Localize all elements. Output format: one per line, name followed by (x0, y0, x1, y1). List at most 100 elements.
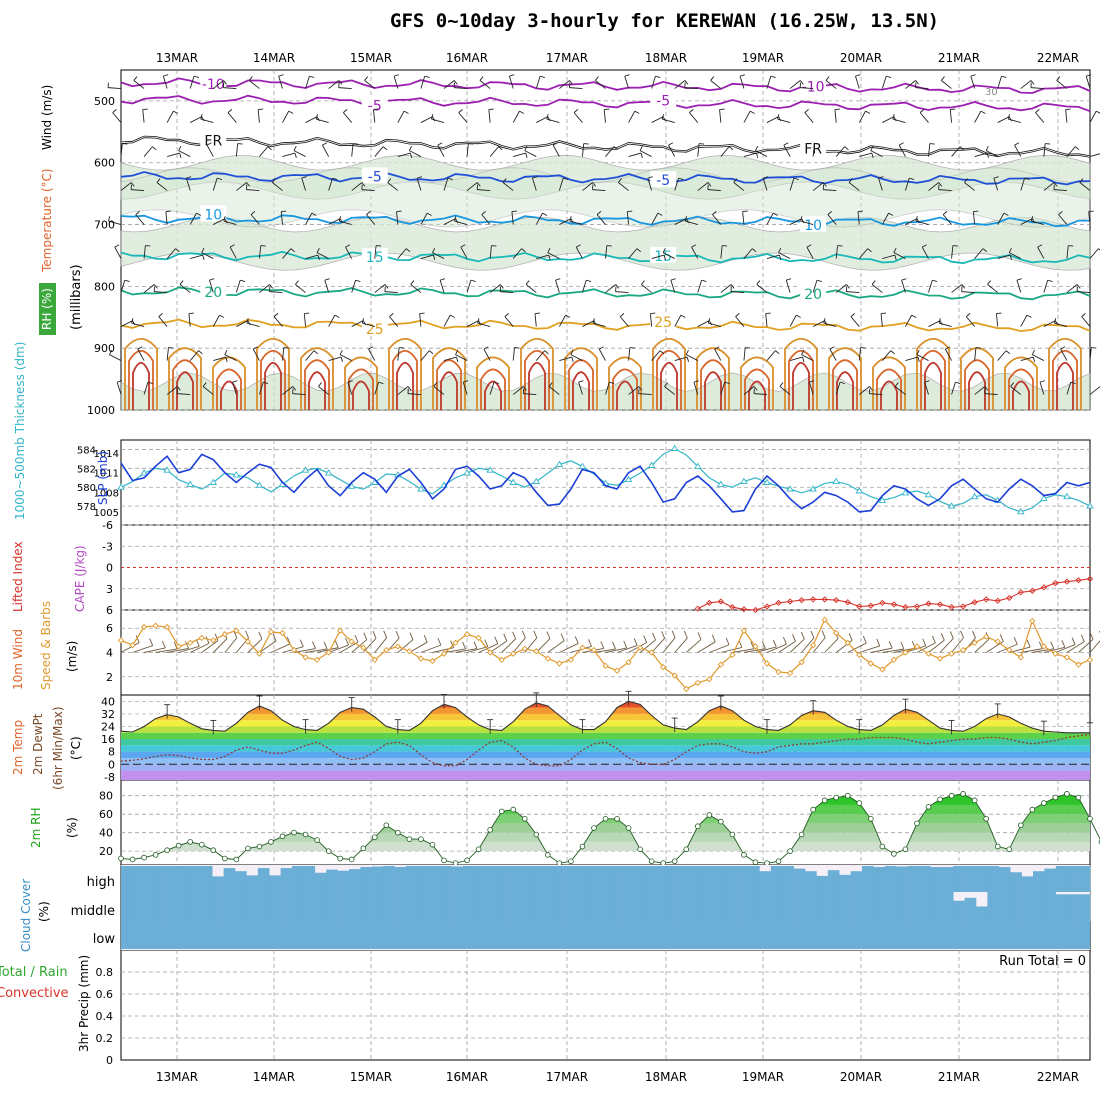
boundary-layer-contour (524, 350, 550, 410)
wind10m-barb (178, 645, 200, 653)
wind-barb-flag (932, 279, 938, 283)
wind-speed-marker (959, 646, 967, 654)
wind-barb (177, 393, 191, 395)
wind-barb (109, 354, 122, 361)
date-label-bottom: 21MAR (938, 1070, 980, 1084)
wind-barb-flag (596, 211, 602, 215)
cloud-bar (189, 866, 202, 892)
boundary-layer-contour (916, 338, 950, 410)
wind10m-barb-flag (395, 631, 400, 639)
wind-speed-marker (717, 661, 724, 668)
wind-barb-flag (263, 381, 269, 385)
wind-barb (582, 182, 593, 191)
cloud-bar (782, 866, 794, 892)
wind-speed-marker (879, 666, 886, 673)
boundary-layer-contour (748, 380, 766, 410)
precip-legend-convective: Convective (0, 986, 69, 1001)
lifted-index-marker (1006, 594, 1013, 602)
wind10m-barb-flag (245, 630, 249, 639)
wind10m-barb (524, 637, 538, 653)
date-label-bottom: 16MAR (446, 1070, 488, 1084)
wind-barb-flag (945, 346, 950, 350)
wind-barb-flag (153, 284, 158, 289)
rh-marker (521, 816, 528, 822)
wind-barb-flag (586, 279, 592, 283)
wind-barb (143, 381, 149, 395)
wind-speed-marker (1017, 654, 1024, 661)
tick-slp: 1008 (94, 488, 119, 499)
boundary-layer-contour (1048, 338, 1082, 410)
wind-barb-flag (661, 114, 664, 120)
wind-barb (114, 246, 122, 259)
wind-barb (120, 182, 132, 191)
wind-barb (246, 189, 260, 191)
wind-barb-flag (707, 318, 711, 324)
boundary-layer-contour (572, 371, 590, 410)
wind-barb (855, 75, 860, 89)
rh-marker (764, 860, 770, 866)
wind-barb (582, 320, 595, 327)
lifted-index-marker (1052, 579, 1059, 587)
rh-marker (937, 796, 943, 803)
wind-barb (420, 350, 430, 361)
wind10m-barb-flag (848, 633, 853, 641)
wind-speed-marker (1006, 646, 1013, 654)
wind-barb-flag (232, 380, 238, 383)
wind-barb (915, 87, 929, 89)
wind-speed-marker (394, 643, 401, 650)
wind-speed-marker (983, 633, 990, 640)
tick-wind: 2 (106, 671, 113, 684)
thickness-marker (417, 485, 425, 492)
wind10m-barb (720, 646, 743, 653)
thickness-marker (947, 502, 956, 509)
wind-barb (651, 254, 665, 259)
date-label-bottom: 18MAR (645, 1070, 687, 1084)
cloud-bar (394, 867, 407, 892)
rh-band (121, 793, 1090, 796)
wind-barb (201, 252, 214, 259)
cloud-bar (873, 867, 886, 892)
wind-barb-flag (432, 247, 436, 253)
boundary-layer-contour (832, 359, 858, 410)
wind-barb (720, 146, 730, 157)
wind-barb (431, 118, 445, 123)
wind-barb-flag (730, 284, 735, 289)
rh-marker (441, 857, 447, 864)
cloud-bar (246, 892, 259, 921)
isotherm-line (120, 171, 1091, 186)
dewpoint-line (120, 733, 1091, 767)
tick-thickness: 578 (77, 502, 96, 513)
wind-barb (488, 109, 491, 123)
wind10m-barb-flag (931, 635, 936, 644)
wind-barb-flag (548, 382, 553, 387)
wind-barb (1020, 356, 1034, 361)
rh-marker (279, 833, 286, 840)
wind-barb (420, 254, 434, 259)
cloud-bar (178, 892, 190, 921)
wind-barb (280, 211, 283, 225)
cloud-bar (440, 866, 452, 892)
wind-barb-flag (613, 146, 618, 151)
wind-barb (974, 152, 988, 157)
tick-rh: 20 (99, 845, 113, 858)
isotherm-label-bg (361, 96, 388, 113)
wind-barb (835, 381, 841, 395)
wind-barb (547, 252, 560, 259)
boundary-layer-contour (960, 347, 994, 410)
wind-barb (894, 386, 906, 395)
wind-barb-flag (338, 216, 341, 222)
thickness-marker (832, 477, 841, 485)
cloud-bar (919, 892, 931, 921)
lifted-index-marker (717, 598, 724, 605)
lifted-index-marker (1040, 584, 1047, 591)
cloud-bar (280, 892, 293, 921)
lifted-index-marker (913, 603, 921, 610)
cloud-bar (189, 892, 202, 921)
wind-barb-flag (1005, 350, 1011, 355)
wind-barb (993, 177, 999, 191)
cloud-bar (428, 866, 441, 892)
wind-barb (651, 116, 664, 123)
rh-marker (856, 800, 863, 806)
wind-barb (858, 248, 869, 259)
wind-barb (351, 182, 363, 191)
